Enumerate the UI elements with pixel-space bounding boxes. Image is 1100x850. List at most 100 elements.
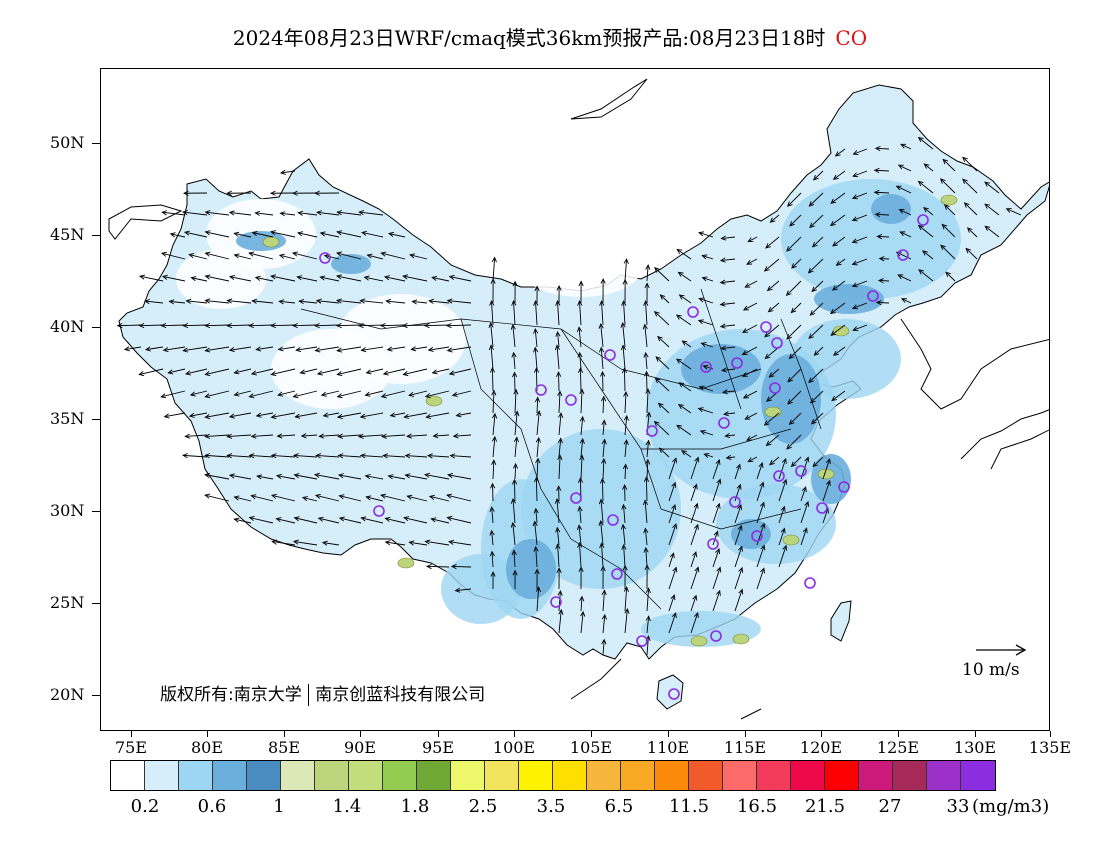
wind-arrow	[296, 275, 318, 282]
wind-arrow	[359, 412, 384, 419]
wind-arrow	[430, 517, 450, 524]
wind-arrow	[898, 209, 912, 216]
wind-arrow	[1005, 208, 1022, 216]
wind-arrow	[270, 322, 296, 329]
wind-arrow	[645, 264, 651, 282]
wind-arrow	[675, 314, 692, 326]
wind-arrow	[431, 368, 450, 375]
wind-arrow	[654, 267, 670, 282]
low-concentration-area	[271, 329, 391, 409]
map-frame	[100, 68, 1050, 731]
wind-arrow	[653, 420, 670, 436]
wind-arrow	[720, 235, 736, 241]
wind-arrow	[808, 324, 824, 339]
wind-arrow	[747, 236, 758, 243]
wind-arrow	[204, 346, 230, 353]
wind-arrow	[183, 230, 208, 238]
wind-arrow	[643, 546, 649, 568]
wind-arrow	[138, 322, 164, 329]
wind-arrow	[228, 346, 252, 353]
wind-arrow	[962, 178, 978, 194]
wind-arrow	[533, 327, 539, 348]
wind-arrow	[204, 412, 230, 420]
high-concentration-area	[814, 284, 884, 314]
wind-arrow	[918, 269, 934, 282]
longitude-tick	[668, 731, 669, 737]
colorbar-cell	[383, 761, 417, 790]
wind-arrow	[380, 251, 406, 260]
wind-arrow	[725, 454, 736, 461]
colorbar-cell	[587, 761, 621, 790]
wind-arrow	[408, 390, 428, 397]
wind-arrow	[533, 299, 539, 326]
wind-arrow	[764, 324, 780, 338]
wind-arrow	[204, 453, 230, 459]
wind-arrow	[359, 453, 384, 459]
latitude-tick	[92, 419, 100, 420]
wind-arrow	[167, 368, 186, 375]
wind-arrow	[315, 298, 340, 304]
wind-arrow	[945, 271, 956, 282]
monitoring-station-marker	[700, 361, 712, 373]
wind-arrow	[579, 415, 585, 436]
wind-arrow	[383, 275, 406, 282]
wind-arrow	[228, 412, 252, 419]
wind-arrow	[318, 433, 340, 439]
wind-arrow	[233, 517, 252, 524]
wind-arrow	[554, 344, 560, 370]
wind-arrow	[455, 412, 472, 418]
wind-arrow	[984, 203, 1000, 216]
wind-arrow	[851, 236, 868, 244]
wind-arrow	[601, 457, 607, 480]
wind-arrow	[319, 231, 340, 238]
colorbar-label: 1.8	[400, 796, 430, 817]
wind-arrow	[599, 300, 605, 326]
wind-arrow	[428, 298, 450, 304]
monitoring-station-marker	[769, 382, 781, 394]
map-canvas	[108, 78, 1049, 720]
monitoring-station-marker	[731, 357, 743, 369]
wind-arrow	[510, 521, 516, 546]
wind-arrow	[558, 412, 564, 436]
wind-arrow	[676, 248, 692, 260]
wind-arrow	[895, 185, 912, 194]
wind-arrow	[577, 367, 584, 392]
wind-arrow	[712, 502, 721, 524]
wind-arrow	[534, 285, 540, 304]
wind-arrow	[624, 608, 630, 634]
colorbar-cell	[485, 761, 519, 790]
colorbar-label: 1.4	[332, 796, 362, 817]
wind-arrow	[807, 258, 824, 274]
colorbar-cell	[655, 761, 689, 790]
wind-arrow	[532, 520, 538, 546]
wind-arrow	[712, 478, 722, 502]
wind-arrow	[279, 211, 296, 217]
wind-arrow	[830, 324, 846, 336]
wind-arrow	[278, 253, 296, 260]
wind-arrow	[734, 463, 741, 480]
wind-arrow	[204, 472, 230, 480]
wind-arrow	[701, 254, 714, 260]
wind-arrow	[382, 368, 406, 376]
wind-arrow	[644, 282, 650, 304]
wind-arrow	[204, 322, 230, 329]
wind-arrow	[511, 549, 517, 568]
wind-arrow	[712, 589, 721, 612]
longitude-tick	[1050, 731, 1051, 737]
monitoring-station-marker	[729, 496, 741, 508]
lake-baikal-outline	[570, 78, 648, 120]
peak-concentration-spot	[262, 236, 280, 248]
wind-arrow	[941, 223, 956, 238]
wind-arrow	[690, 456, 700, 480]
wind-arrow	[645, 458, 651, 480]
wind-arrow	[712, 547, 721, 568]
wind-arrow	[645, 587, 651, 612]
wind-arrow	[579, 388, 585, 414]
wind-arrow	[744, 412, 758, 420]
wind-arrow	[600, 395, 607, 414]
wind-arrow	[623, 258, 629, 282]
monitoring-station-marker	[771, 337, 783, 349]
colorbar-cell	[961, 761, 995, 790]
wind-arrow	[337, 433, 362, 439]
wind-arrow	[643, 527, 649, 546]
